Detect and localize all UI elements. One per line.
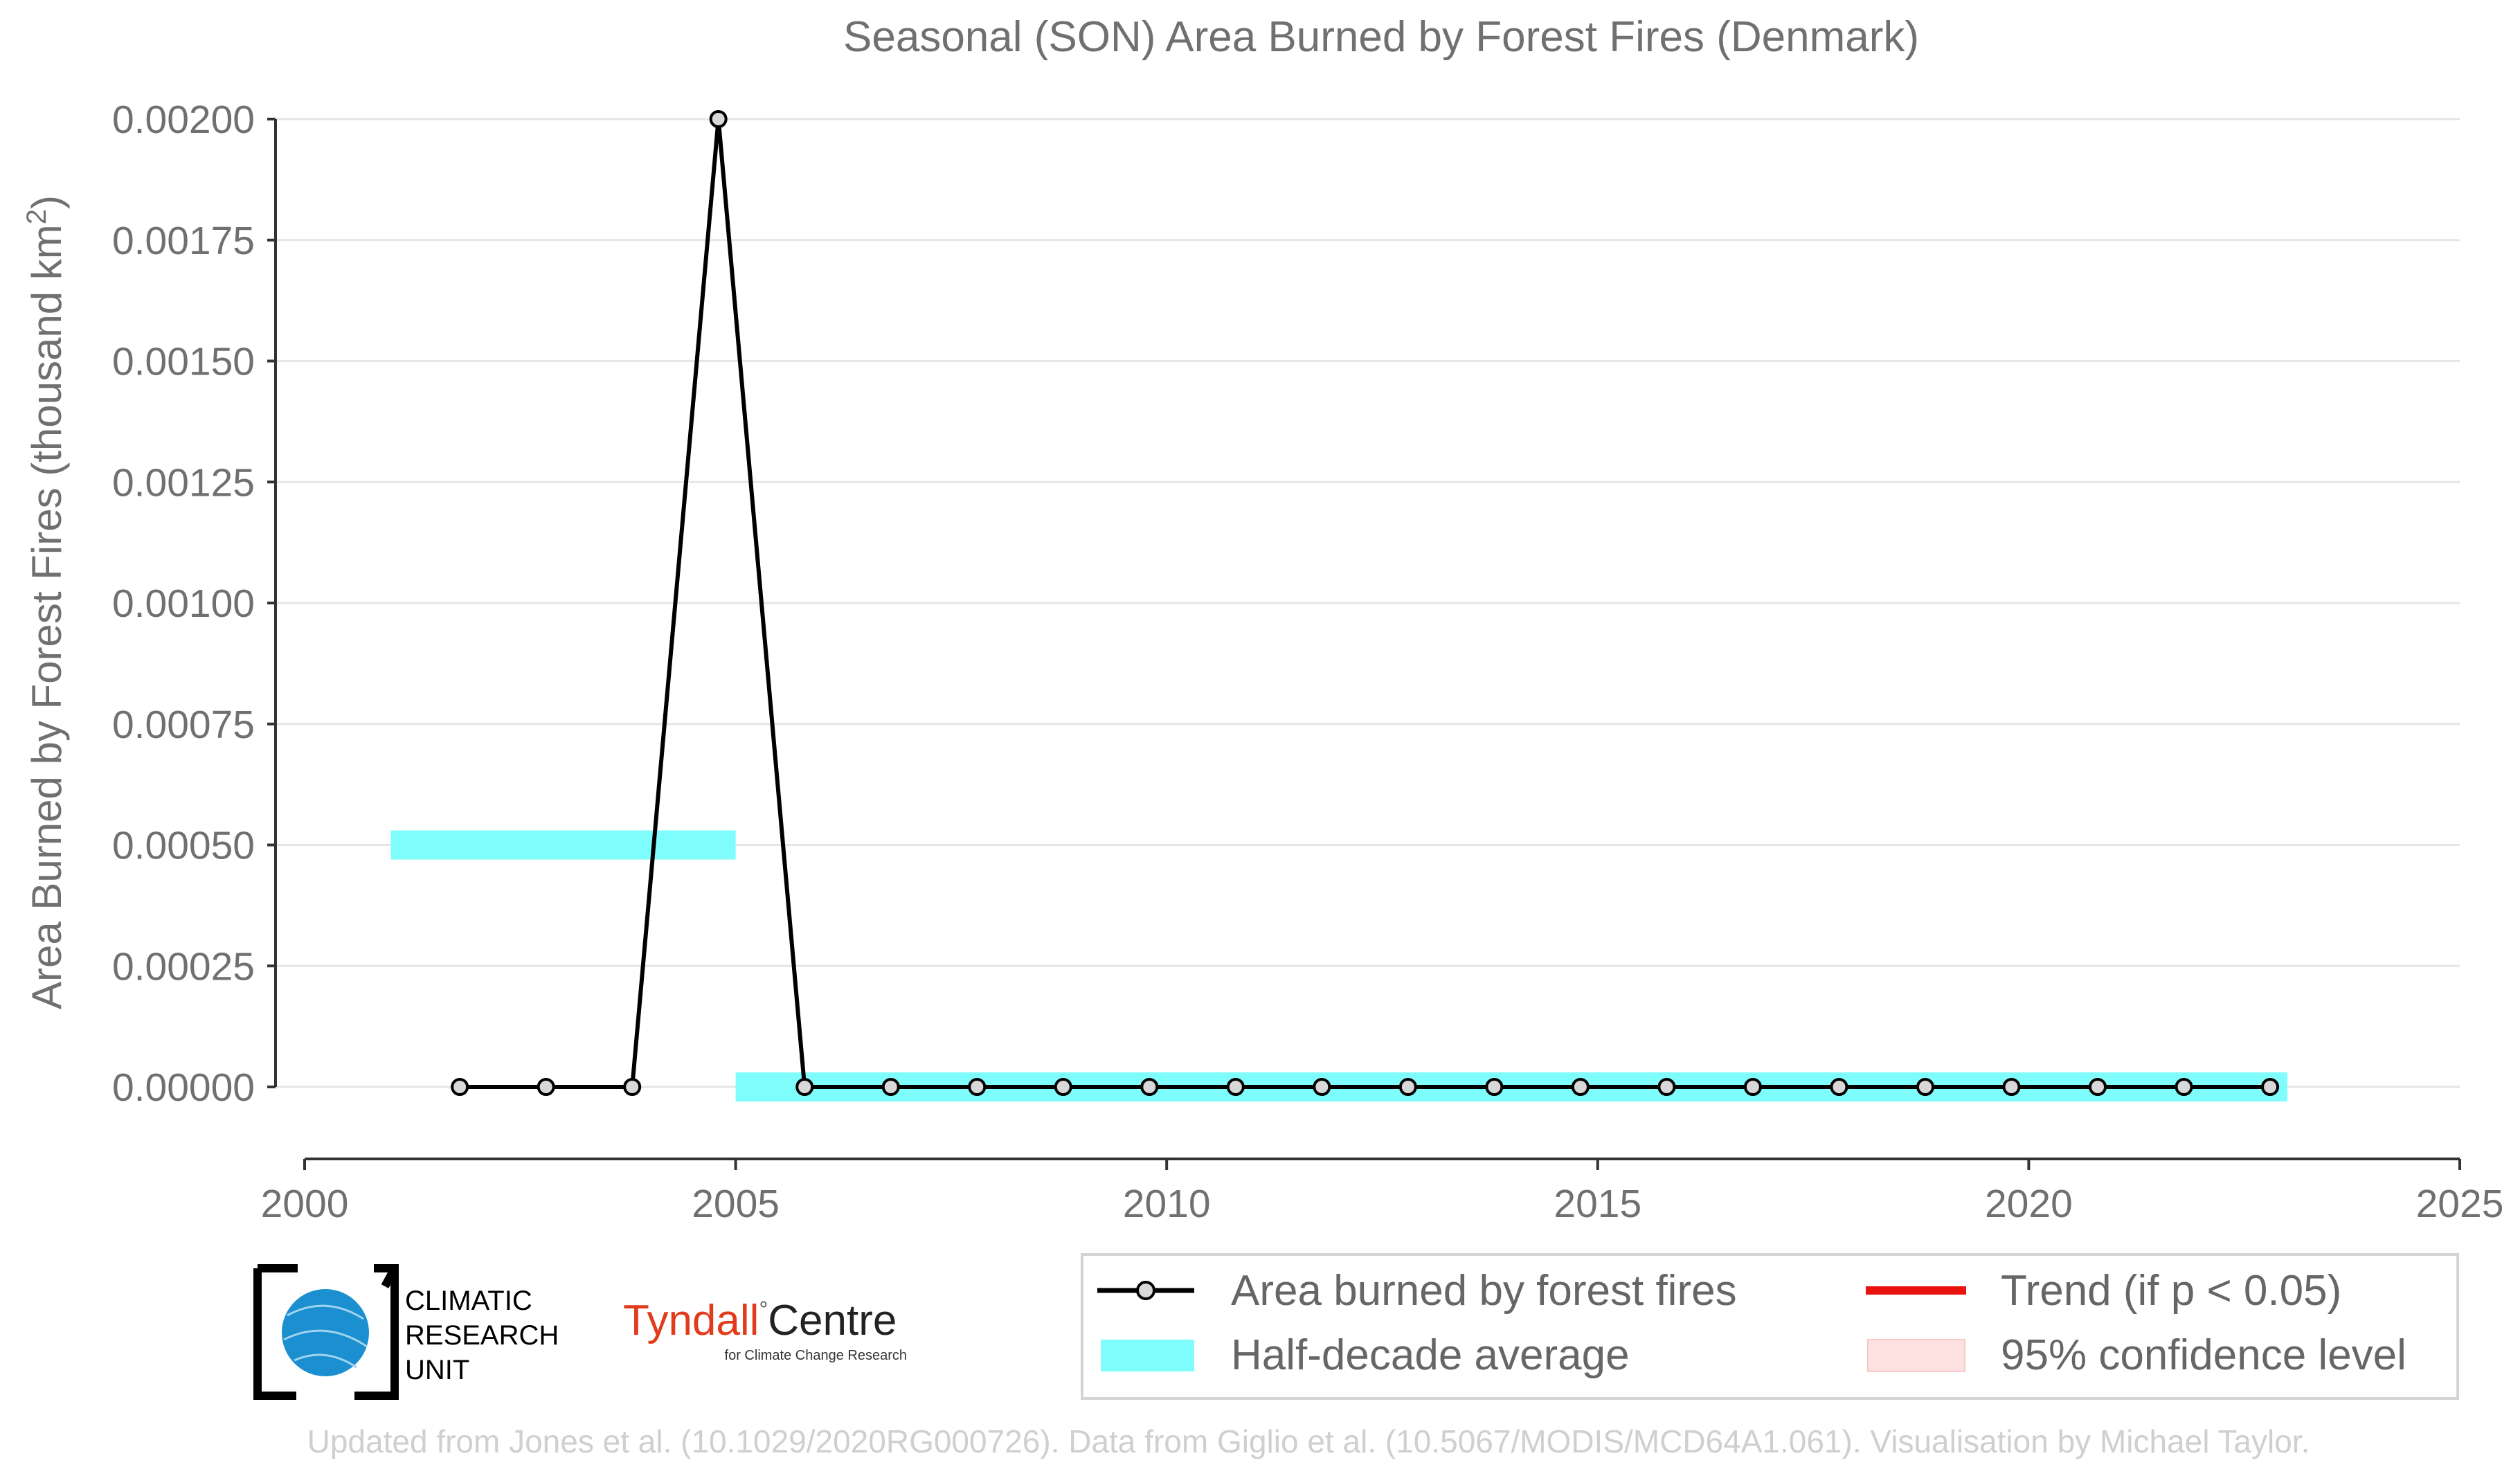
data-point-2004.8 — [709, 110, 728, 128]
data-point-2005.8 — [795, 1078, 814, 1096]
tyndall-logo: Tyndall°Centre for Climate Change Resear… — [623, 1297, 907, 1363]
x-tick-label-1: 2005 — [692, 1182, 780, 1226]
data-point-2012.8 — [1398, 1078, 1417, 1096]
cru-line-1: CLIMATIC — [405, 1286, 532, 1316]
x-tick-label-2: 2010 — [1123, 1182, 1211, 1226]
data-point-2009.8 — [1140, 1078, 1159, 1096]
data-point-2011.8 — [1313, 1078, 1331, 1096]
legend-label-ci: 95% confidence level — [2001, 1331, 2406, 1379]
data-point-2021.8 — [2175, 1078, 2193, 1096]
x-tick-label-5: 2025 — [2416, 1182, 2504, 1226]
legend-label-avg: Half-decade average — [1231, 1331, 1630, 1379]
data-point-2001.8 — [451, 1078, 469, 1096]
cru-globe-lines-icon — [283, 1304, 368, 1369]
data-point-2006.8 — [881, 1078, 900, 1096]
y-tick-label-0: 0.00000 — [112, 1065, 255, 1110]
tyndall-wordmark: Tyndall°Centre — [623, 1297, 897, 1344]
gridlines — [277, 118, 2460, 1088]
cru-bracket-left-icon — [253, 1264, 298, 1400]
x-tick-label-3: 2015 — [1554, 1182, 1641, 1226]
data-point-2019.8 — [2002, 1078, 2021, 1096]
legend-avg-swatch — [1101, 1340, 1194, 1371]
cru-line-3: UNIT — [405, 1355, 469, 1385]
cru-globe-icon — [282, 1289, 369, 1376]
data-point-2013.8 — [1485, 1078, 1504, 1096]
data-point-2010.8 — [1226, 1078, 1245, 1096]
legend-ci-swatch — [1867, 1339, 1965, 1372]
x-tick-label-0: 2000 — [261, 1182, 349, 1226]
half-decade-bar-0 — [390, 830, 736, 860]
data-point-2014.8 — [1571, 1078, 1590, 1096]
footer-credit: Updated from Jones et al. (10.1029/2020R… — [307, 1423, 2310, 1459]
y-axis-label-superscript: 2 — [21, 209, 52, 224]
y-tick-label-2: 0.00050 — [112, 824, 255, 868]
series-layer — [451, 110, 2280, 1096]
y-tick-label-1: 0.00025 — [112, 944, 255, 989]
data-point-2018.8 — [1916, 1078, 1934, 1096]
y-tick-label-7: 0.00175 — [112, 219, 255, 263]
x-tick-label-4: 2020 — [1985, 1182, 2073, 1226]
data-point-2002.8 — [537, 1078, 555, 1096]
data-point-2003.8 — [623, 1078, 642, 1096]
y-tick-labels: 0.00000 0.00025 0.00050 0.00075 0.00100 0.001… — [112, 98, 255, 1110]
chart-title: Seasonal (SON) Area Burned by Forest Fir… — [843, 13, 1919, 61]
y-tick-label-6: 0.00150 — [112, 340, 255, 384]
legend: Area burned by forest fires Half-decade … — [1081, 1253, 2459, 1400]
axes — [267, 118, 2461, 1170]
data-point-2017.8 — [1830, 1078, 1848, 1096]
y-tick-label-3: 0.00075 — [112, 703, 255, 747]
tyndall-degree-icon: ° — [759, 1297, 768, 1322]
data-point-2022.8 — [2261, 1078, 2280, 1096]
cru-bracket-right-icon — [354, 1264, 399, 1400]
y-tick-label-4: 0.00100 — [112, 582, 255, 626]
legend-label-line: Area burned by forest fires — [1231, 1267, 1737, 1315]
x-tick-labels: 2000 2005 2010 2015 2020 2025 — [261, 1182, 2504, 1226]
data-point-2008.8 — [1054, 1078, 1072, 1096]
tyndall-subtitle: for Climate Change Research — [725, 1348, 907, 1363]
data-point-2007.8 — [968, 1078, 987, 1096]
legend-label-trend: Trend (if p < 0.05) — [2001, 1267, 2341, 1315]
tyndall-main: Tyndall — [623, 1297, 759, 1344]
y-tick-label-5: 0.00125 — [112, 460, 255, 505]
legend-frame — [1081, 1253, 2459, 1400]
legend-marker-icon — [1136, 1281, 1155, 1300]
data-point-2020.8 — [2089, 1078, 2107, 1096]
y-axis-label: Area Burned by Forest Fires (thousand km… — [21, 195, 70, 1009]
cru-logo: CLIMATIC RESEARCH UNIT — [253, 1264, 559, 1400]
series-line-0 — [460, 118, 2271, 1089]
data-point-2015.8 — [1657, 1078, 1676, 1096]
cru-line-2: RESEARCH — [405, 1320, 559, 1351]
y-tick-label-8: 0.00200 — [112, 98, 255, 142]
y-axis-label-main: Area Burned by Forest Fires (thousand km — [24, 224, 70, 1009]
tyndall-centre: Centre — [768, 1297, 897, 1344]
y-axis-label-close: ) — [24, 195, 70, 209]
data-point-2016.8 — [1743, 1078, 1762, 1096]
